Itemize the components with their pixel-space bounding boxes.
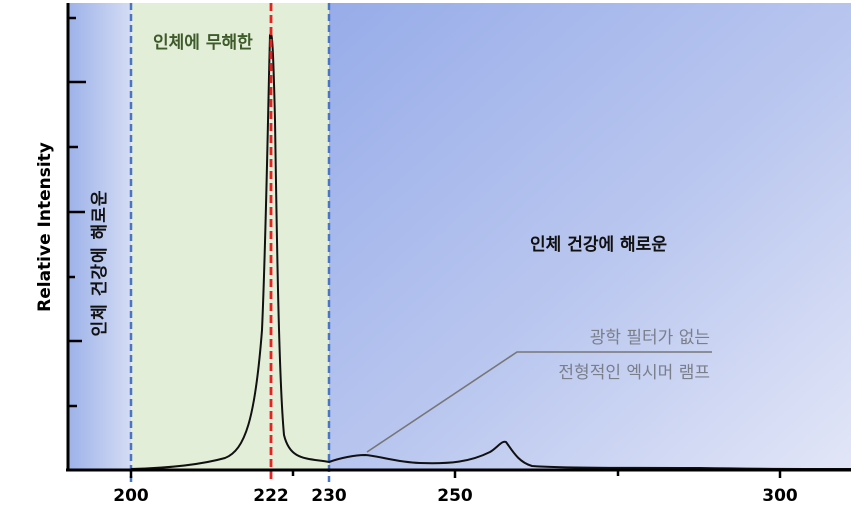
x-tick-label-230: 230 [311, 486, 347, 506]
harmful-right-label: 인체 건강에 해로운 [530, 235, 667, 255]
region-harmless [131, 3, 329, 470]
x-axis-ticks [129, 470, 782, 478]
x-tick-label-222: 222 [253, 486, 289, 506]
y-axis-ticks [68, 16, 86, 408]
x-tick-label-250: 250 [437, 486, 473, 506]
harmless-label: 인체에 무해한 [153, 33, 253, 53]
annotation-line-1: 광학 필터가 없는 [589, 328, 710, 348]
annotation-line-2: 전형적인 엑시머 램프 [558, 363, 710, 383]
annotation-leader-line [366, 351, 712, 453]
harmful-left-label: 인체 건강에 해로운 [90, 189, 110, 337]
x-tick-label-300: 300 [762, 486, 798, 506]
region-harmful-right [329, 3, 851, 470]
y-axis-label: Relative Intensity [35, 142, 55, 312]
spectrum-curve [130, 33, 851, 470]
x-tick-label-200: 200 [113, 486, 149, 506]
